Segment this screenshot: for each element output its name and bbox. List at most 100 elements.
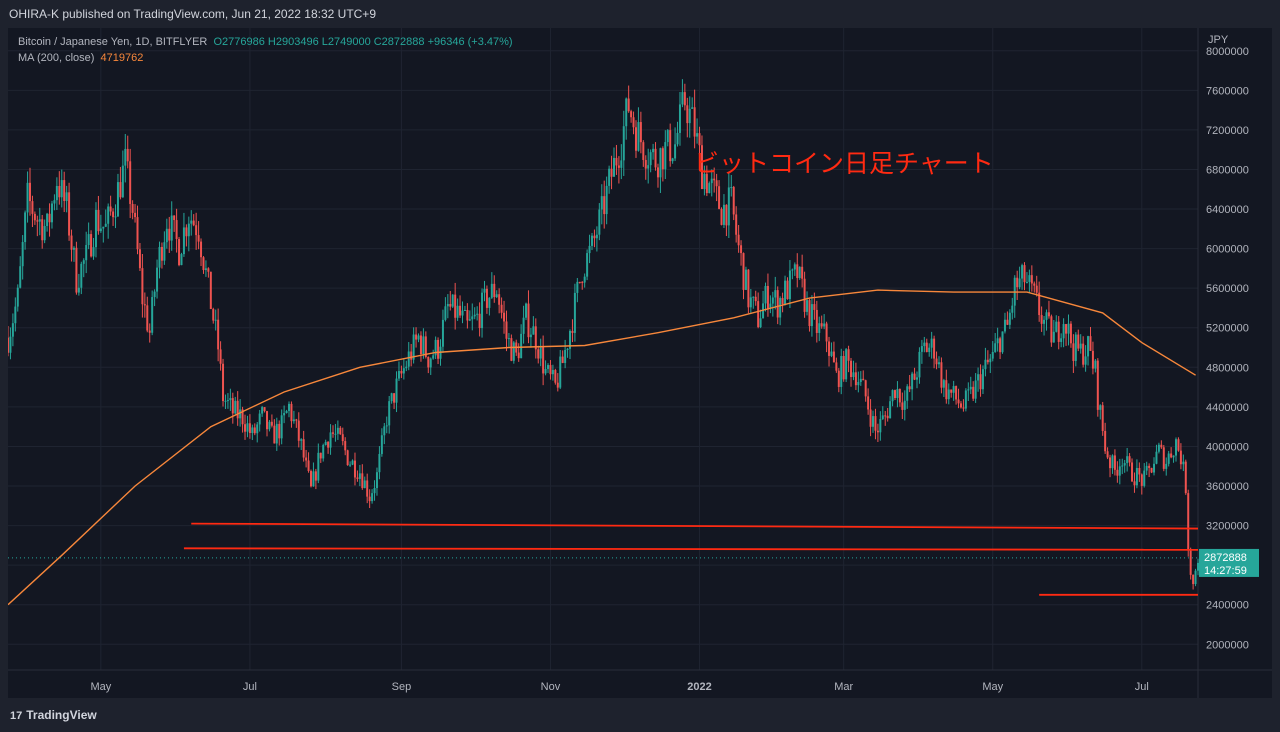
candle-body xyxy=(867,396,870,410)
candle-body xyxy=(566,348,569,350)
candle-body xyxy=(229,398,232,401)
candle-body xyxy=(781,298,784,305)
candle-body xyxy=(138,249,141,269)
candle-body xyxy=(43,226,46,241)
candle-body xyxy=(395,378,398,403)
candle-body xyxy=(652,148,655,153)
candle-body xyxy=(209,271,212,310)
candle-body xyxy=(1028,275,1031,282)
candle-body xyxy=(671,158,674,162)
candle-body xyxy=(146,305,149,331)
candle-body xyxy=(754,296,757,302)
candle-body xyxy=(608,168,611,186)
candle-body xyxy=(908,386,911,390)
chart-annotation: ビットコイン日足チャート xyxy=(694,149,994,178)
candle-body xyxy=(307,460,310,471)
candle-body xyxy=(185,227,188,237)
candle-body xyxy=(1008,312,1011,325)
candle-body xyxy=(823,323,826,327)
candle-body xyxy=(90,234,93,257)
candle-body xyxy=(248,423,251,434)
candle-body xyxy=(825,323,828,342)
candle-body xyxy=(1104,430,1107,452)
candle-body xyxy=(1182,461,1185,465)
candle-body xyxy=(933,338,936,359)
candle-body xyxy=(991,351,994,359)
candle-body xyxy=(791,269,794,271)
candle-body xyxy=(1118,466,1121,476)
tradingview-logo[interactable]: 17 TradingView xyxy=(10,708,97,722)
candle-body xyxy=(898,389,901,403)
candle-body xyxy=(112,211,115,218)
candle-body xyxy=(1003,319,1006,332)
candle-body xyxy=(456,305,459,318)
candle-body xyxy=(393,393,396,403)
candle-body xyxy=(160,246,163,261)
candle-body xyxy=(1150,467,1153,473)
candle-body xyxy=(266,411,269,430)
candle-body xyxy=(605,185,608,215)
candle-body xyxy=(603,196,606,215)
candle-body xyxy=(918,351,921,378)
candle-body xyxy=(339,427,342,435)
support-level-line xyxy=(191,522,1199,530)
candle-body xyxy=(503,312,506,322)
candle-body xyxy=(1123,463,1126,466)
candle-body xyxy=(156,267,159,292)
candle-body xyxy=(766,285,769,309)
x-tick-label: Jul xyxy=(243,681,257,693)
ohlc-values: O2776986 H2903496 L2749000 C2872888 +963… xyxy=(213,36,513,48)
candle-body xyxy=(1047,312,1050,317)
candle-body xyxy=(1018,278,1021,288)
candle-body xyxy=(1192,574,1195,585)
support-level-line xyxy=(183,547,1199,551)
candle-body xyxy=(994,343,997,352)
candle-body xyxy=(126,148,129,162)
candle-body xyxy=(727,187,730,226)
candle-body xyxy=(676,132,679,145)
candle-body xyxy=(446,303,449,307)
candle-body xyxy=(468,319,471,321)
candle-body xyxy=(691,107,694,109)
candle-body xyxy=(1077,334,1080,349)
candle-body xyxy=(97,209,100,232)
candle-body xyxy=(622,126,625,161)
candle-body xyxy=(36,220,39,222)
candle-body xyxy=(747,269,750,308)
candle-body xyxy=(33,213,36,221)
candle-body xyxy=(258,413,261,425)
candle-body xyxy=(437,339,440,359)
candle-body xyxy=(554,370,557,383)
candle-body xyxy=(116,182,119,217)
candle-body xyxy=(1096,360,1099,410)
candle-body xyxy=(1043,319,1046,324)
candle-body xyxy=(463,310,466,312)
candle-body xyxy=(537,349,540,359)
candle-body xyxy=(356,477,359,479)
candle-body xyxy=(969,386,972,390)
candle-body xyxy=(1111,455,1114,469)
price-chart[interactable]: 2000000240000028000003200000360000040000… xyxy=(8,28,1272,698)
y-tick-label: 4400000 xyxy=(1206,402,1249,414)
candle-body xyxy=(625,98,628,127)
candle-body xyxy=(576,281,579,293)
candle-body xyxy=(165,228,168,243)
candle-body xyxy=(820,323,823,327)
candle-body xyxy=(952,386,955,393)
candle-body xyxy=(400,371,403,374)
candle-body xyxy=(708,183,711,194)
candle-body xyxy=(842,356,845,380)
candle-body xyxy=(913,373,916,380)
candle-body xyxy=(806,300,809,312)
candle-body xyxy=(571,330,574,333)
candle-body xyxy=(517,352,520,359)
candle-body xyxy=(752,296,755,298)
candle-body xyxy=(529,334,532,338)
candle-body xyxy=(305,457,308,461)
candle-body xyxy=(920,346,923,352)
candle-body xyxy=(1106,451,1109,458)
candle-body xyxy=(8,337,9,353)
candle-body xyxy=(385,425,388,427)
candle-body xyxy=(864,380,867,397)
candle-body xyxy=(957,399,960,404)
